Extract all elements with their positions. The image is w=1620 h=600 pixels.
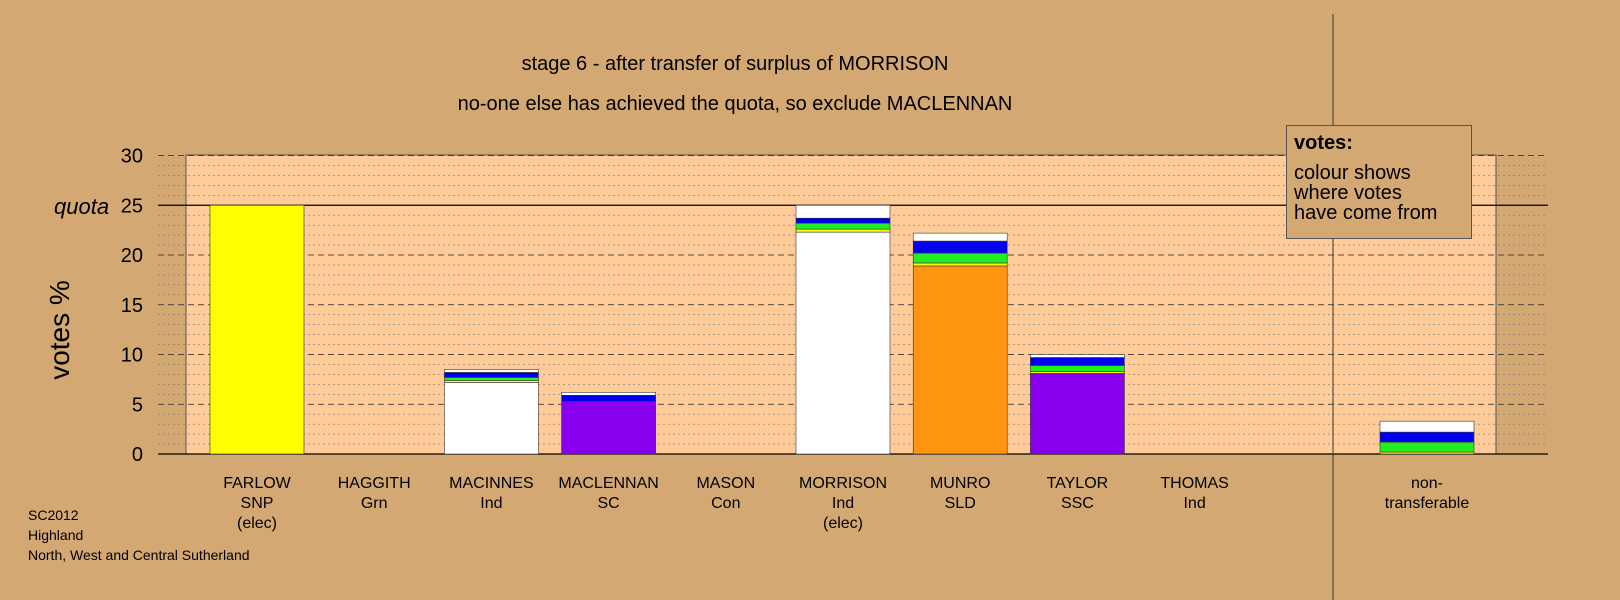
chart-title: stage 6 - after transfer of surplus of M… (521, 53, 949, 75)
legend-line-2: where votes (1294, 182, 1402, 204)
category-label-line: Grn (360, 495, 388, 512)
category-label-line: MACLENNAN (558, 475, 659, 492)
bar-segment (912, 262, 1008, 267)
bar-segment (444, 372, 539, 378)
legend-title: votes: (1294, 132, 1353, 154)
bar-segment (912, 232, 1008, 242)
nontransferable-label: non-transferable (1362, 474, 1492, 514)
y-tick-label: 30 (121, 146, 143, 168)
bar-segment (1030, 354, 1125, 358)
bar-segment (444, 382, 539, 455)
category-label: THOMAS Ind (1130, 474, 1260, 514)
legend-line-1: colour shows (1294, 162, 1411, 184)
footer-line-1: SC2012 (28, 507, 79, 523)
bar-segment (795, 222, 891, 230)
category-label-line: Ind (1183, 495, 1206, 512)
category-label-line: transferable (1384, 495, 1470, 512)
y-axis: 0 5 10 15 20 25 30 (121, 146, 143, 467)
category-label-line: Ind (480, 495, 503, 512)
category-label-line: FARLOW (223, 475, 291, 492)
category-label-line: MUNRO (929, 475, 991, 492)
category-label-line: MORRISON (799, 475, 887, 492)
y-tick-label: 0 (132, 444, 143, 466)
footer-line-2: Highland (28, 527, 84, 543)
bar-segment (444, 369, 539, 373)
bar-segment (795, 228, 891, 233)
y-tick-label: 25 (121, 195, 143, 217)
bar-segment (912, 252, 1008, 264)
category-label-line: SSC (1060, 495, 1094, 512)
bar-segment (561, 400, 656, 455)
category-label: FARLOW SNP (elec) (192, 474, 322, 534)
bar-segment (912, 240, 1008, 254)
category-label: MORRISON Ind (elec) (778, 474, 908, 534)
category-label-line: (elec) (822, 515, 863, 532)
nontransferable-bar (1379, 420, 1475, 455)
bar-segment (1379, 420, 1475, 433)
category-label-line: SC (597, 495, 620, 512)
bar-segment (561, 394, 656, 402)
category-label-line: SLD (944, 495, 976, 512)
category-label-line: Con (711, 495, 741, 512)
y-tick-label: 10 (121, 345, 143, 367)
footer-info: SC2012 Highland North, West and Central … (28, 505, 250, 565)
category-label-line: non- (1410, 475, 1444, 492)
chart-subtitle: no-one else has achieved the quota, so e… (457, 93, 1013, 115)
bar-segment (444, 377, 539, 381)
legend-line-3: have come from (1294, 202, 1438, 224)
quota-label: quota (54, 194, 110, 219)
bar-segment (912, 265, 1008, 455)
footer-line-3: North, West and Central Sutherland (28, 547, 250, 563)
category-label: TAYLOR SSC (1012, 474, 1142, 514)
category-label-line: THOMAS (1160, 475, 1229, 492)
bar-segment (1030, 357, 1125, 366)
legend-box: votes: colour shows where votes have com… (1286, 125, 1472, 239)
bar-segment (1030, 373, 1125, 455)
category-label-line: SNP (240, 495, 274, 512)
y-tick-label: 20 (121, 245, 143, 267)
category-label-line: Ind (831, 495, 855, 512)
category-label: MACLENNAN SC (544, 474, 674, 514)
bar-segment (795, 204, 891, 219)
category-label: MUNRO SLD (895, 474, 1025, 514)
bars (209, 204, 1125, 455)
bar-segment (795, 231, 891, 455)
bar-segment (561, 392, 656, 396)
y-axis-label: votes % (44, 280, 75, 380)
bar-segment (1379, 441, 1475, 453)
bar-segment (1379, 431, 1475, 443)
category-label-line: MASON (696, 475, 756, 492)
category-label-line: (elec) (236, 515, 277, 532)
category-label-line: TAYLOR (1046, 475, 1109, 492)
category-label-line: HAGGITH (337, 475, 411, 492)
category-label: HAGGITH Grn (309, 474, 439, 514)
y-tick-label: 5 (132, 394, 143, 416)
bar-segment (1030, 365, 1125, 372)
bar-segment (795, 217, 891, 224)
y-tick-label: 15 (121, 295, 143, 317)
bar-segment (209, 204, 305, 455)
category-label: MACINNES Ind (426, 474, 556, 514)
category-label: MASON Con (661, 474, 791, 514)
category-label-line: MACINNES (449, 475, 534, 492)
